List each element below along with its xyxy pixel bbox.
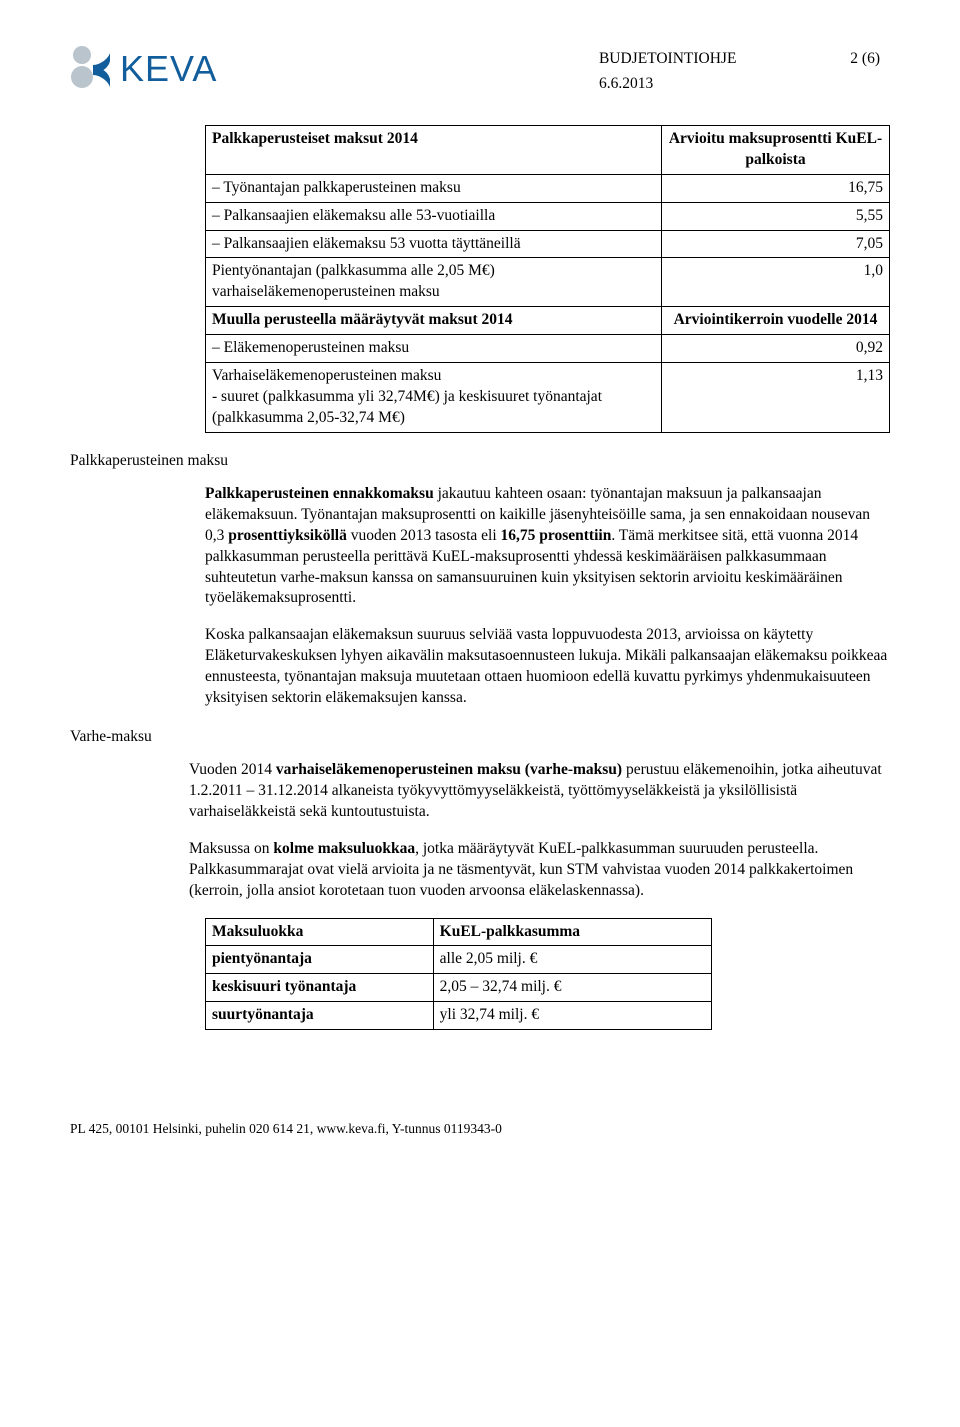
cell: – Palkansaajien eläkemaksu 53 vuotta täy… [206, 230, 662, 258]
table-maksut-2014: Palkkaperusteiset maksut 2014 Arvioitu m… [205, 125, 890, 433]
table-row: Varhaiseläkemenoperusteinen maksu - suur… [206, 363, 890, 433]
page-footer: PL 425, 00101 Helsinki, puhelin 020 614 … [70, 1120, 890, 1138]
cell: Maksuluokka [206, 918, 434, 946]
cell: keskisuuri työnantaja [206, 974, 434, 1002]
cell: pientyönantaja [206, 946, 434, 974]
text-bold: kolme maksuluokkaa [273, 840, 415, 857]
paragraph: Maksussa on kolme maksuluokkaa, jotka mä… [189, 839, 890, 902]
page-header: KEVA BUDJETOINTIOHJE 2 (6) 6.6.2013 [70, 45, 890, 95]
text-bold: Palkkaperusteinen ennakkomaksu [205, 485, 434, 502]
cell: 5,55 [661, 202, 889, 230]
cell: 2,05 – 32,74 milj. € [433, 974, 711, 1002]
table-row: keskisuuri työnantaja 2,05 – 32,74 milj.… [206, 974, 712, 1002]
cell: Arviointikerroin vuodelle 2014 [661, 307, 889, 335]
section-heading-palkkaperusteinen: Palkkaperusteinen maksu [70, 451, 890, 472]
cell: 7,05 [661, 230, 889, 258]
section-heading-varhe: Varhe-maksu [70, 727, 890, 748]
paragraph: Palkkaperusteinen ennakkomaksu jakautuu … [205, 484, 890, 610]
cell: Muulla perusteella määräytyvät maksut 20… [206, 307, 662, 335]
doc-date: 6.6.2013 [599, 74, 880, 95]
cell: 1,13 [661, 363, 889, 433]
text-bold: varhaiseläkemenoperusteinen maksu (varhe… [276, 761, 622, 778]
table-row: – Eläkemenoperusteinen maksu 0,92 [206, 335, 890, 363]
cell: – Työnantajan palkkaperusteinen maksu [206, 174, 662, 202]
table-row: Maksuluokka KuEL-palkkasumma [206, 918, 712, 946]
cell: Arvioitu maksuprosentti KuEL-palkoista [661, 125, 889, 174]
table-row: – Työnantajan palkkaperusteinen maksu 16… [206, 174, 890, 202]
cell: 1,0 [661, 258, 889, 307]
logo: KEVA [70, 45, 217, 94]
logo-text: KEVA [120, 45, 217, 94]
header-meta: BUDJETOINTIOHJE 2 (6) 6.6.2013 [599, 45, 880, 95]
table-row: Muulla perusteella määräytyvät maksut 20… [206, 307, 890, 335]
paragraph: Koska palkansaajan eläkemaksun suuruus s… [205, 625, 890, 709]
doc-title: BUDJETOINTIOHJE [599, 49, 736, 70]
text-bold: prosenttiyksiköllä [228, 527, 347, 544]
table-row: – Palkansaajien eläkemaksu 53 vuotta täy… [206, 230, 890, 258]
cell: 16,75 [661, 174, 889, 202]
table-row: Pientyönantajan (palkkasumma alle 2,05 M… [206, 258, 890, 307]
cell: yli 32,74 milj. € [433, 1002, 711, 1030]
cell: suurtyönantaja [206, 1002, 434, 1030]
text: Vuoden 2014 [189, 761, 276, 778]
cell: KuEL-palkkasumma [433, 918, 711, 946]
table-row: suurtyönantaja yli 32,74 milj. € [206, 1002, 712, 1030]
cell: – Palkansaajien eläkemaksu alle 53-vuoti… [206, 202, 662, 230]
text: vuoden 2013 tasosta eli [347, 527, 501, 544]
text: Maksussa on [189, 840, 273, 857]
table-row: Palkkaperusteiset maksut 2014 Arvioitu m… [206, 125, 890, 174]
cell: – Eläkemenoperusteinen maksu [206, 335, 662, 363]
table-maksuluokka: Maksuluokka KuEL-palkkasumma pientyönant… [205, 918, 712, 1031]
content: Palkkaperusteiset maksut 2014 Arvioitu m… [70, 125, 890, 1030]
cell: Pientyönantajan (palkkasumma alle 2,05 M… [206, 258, 662, 307]
page-number: 2 (6) [850, 49, 880, 70]
cell: Palkkaperusteiset maksut 2014 [206, 125, 662, 174]
table-row: – Palkansaajien eläkemaksu alle 53-vuoti… [206, 202, 890, 230]
logo-icon [70, 45, 112, 93]
cell: alle 2,05 milj. € [433, 946, 711, 974]
paragraph: Vuoden 2014 varhaiseläkemenoperusteinen … [189, 760, 890, 823]
table-row: pientyönantaja alle 2,05 milj. € [206, 946, 712, 974]
text-bold: 16,75 prosenttiin [501, 527, 612, 544]
cell: 0,92 [661, 335, 889, 363]
cell: Varhaiseläkemenoperusteinen maksu - suur… [206, 363, 662, 433]
